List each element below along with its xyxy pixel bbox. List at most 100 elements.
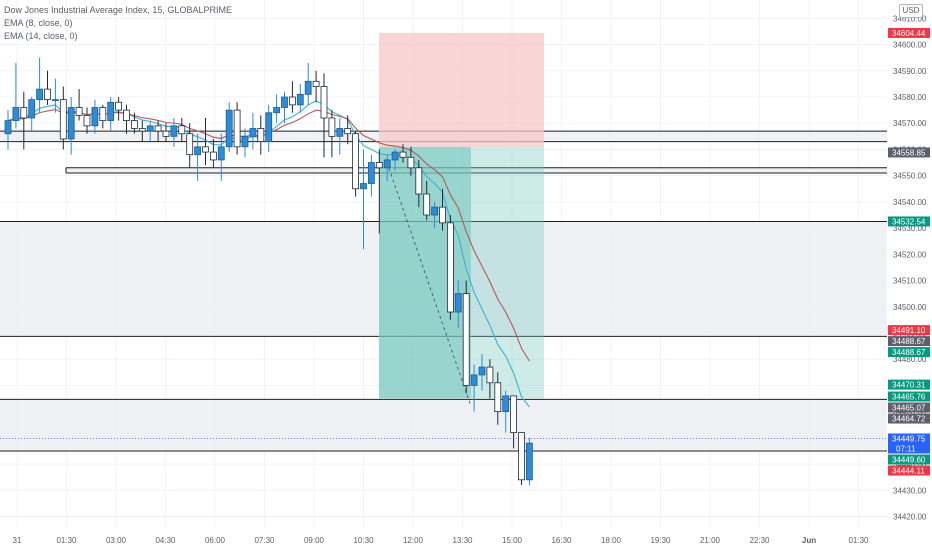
candle-body (217, 146, 225, 161)
zone-rect (66, 167, 887, 174)
currency-button[interactable]: USD (899, 4, 923, 18)
time-tick-label: 01:30 (56, 536, 77, 545)
stop-loss-zone (379, 32, 544, 147)
time-tick-label: 10:30 (353, 536, 374, 545)
candle-body (178, 125, 186, 135)
price-tick-label: 34600.00 (893, 41, 927, 50)
candle-body (123, 109, 130, 122)
candle-body (470, 374, 478, 386)
ema-8-legend[interactable]: EMA (8, close, 0) (4, 18, 73, 28)
candle-body (52, 99, 59, 102)
price-label-text: 34470.31 (892, 381, 926, 390)
price-label-bg (888, 379, 930, 390)
time-tick-label: 04:30 (155, 536, 176, 545)
price-tick-label: 34520.00 (893, 250, 927, 259)
candle-body (296, 93, 304, 106)
candle-body (36, 88, 43, 101)
candle-body (99, 107, 107, 122)
candle-body (146, 125, 154, 132)
price-label-text: 34604.44 (892, 29, 926, 38)
price-label-bg (888, 147, 930, 158)
price-tick-label: 34590.00 (893, 67, 927, 76)
zone-rect (0, 399, 887, 451)
time-tick-label: 09:00 (304, 536, 325, 545)
ema-14-legend[interactable]: EMA (14, close, 0) (4, 31, 78, 41)
candle-body (360, 183, 367, 190)
candle-body (518, 432, 525, 481)
price-label-text: 34465.76 (892, 393, 926, 402)
time-tick-label: 21:00 (700, 536, 721, 545)
candle-body (107, 101, 115, 122)
price-tick-label: 34570.00 (893, 119, 927, 128)
time-tick-label: 16:30 (551, 536, 572, 545)
price-label-text: 34488.67 (892, 348, 926, 357)
candle-body (367, 162, 375, 184)
time-tick-label: 13:30 (452, 536, 473, 545)
candle-body (462, 293, 470, 386)
price-label-bg (888, 402, 930, 413)
candle-body (115, 101, 122, 111)
candle-body (257, 128, 265, 142)
time-axis-bg (0, 527, 887, 550)
candle-body (265, 112, 273, 142)
candle-body (344, 128, 352, 135)
candle-body (83, 114, 91, 127)
price-label-bg (888, 391, 930, 402)
candle-body (423, 193, 431, 216)
time-tick-label: 06:00 (205, 536, 226, 545)
candle-body (494, 382, 502, 413)
candle-body (352, 133, 360, 190)
time-axis[interactable]: 31 01:30 03:00 04:30 06:00 07:30 09:00 10:30 12:… (0, 527, 887, 550)
position-path (386, 162, 472, 407)
candle-body (273, 107, 281, 114)
price-label-text: 34532.54 (892, 217, 926, 226)
price-label-text: 34464.72 (892, 415, 926, 424)
candle-body (59, 99, 67, 140)
time-tick-label: 15:00 (502, 536, 523, 545)
candle-body (281, 96, 288, 108)
symbol-title[interactable]: Dow Jones Industrial Average Index, 15, … (4, 5, 232, 15)
candle-body (312, 80, 320, 87)
candle-body (502, 395, 510, 413)
candle-body (320, 86, 328, 119)
time-tick-label: 01:30 (848, 536, 869, 545)
candle-body (415, 167, 423, 195)
take-profit-zone (471, 146, 544, 399)
candle-body (439, 206, 446, 224)
candle-body (170, 125, 178, 137)
price-tick-label: 34480.00 (893, 355, 927, 364)
candle-body (138, 128, 146, 132)
candle-body (209, 151, 217, 161)
candle-body (391, 151, 399, 161)
price-labels: 34604.44 34558.85 34532.54 34491.10 34488.67… (888, 27, 930, 476)
price-label-text: 34491.10 (892, 326, 926, 335)
candle-body (91, 107, 99, 127)
price-label-text: 34488.67 (892, 337, 926, 346)
candle-body (233, 109, 241, 148)
short-position-tool[interactable] (379, 32, 544, 407)
price-label-text: 34558.85 (892, 148, 926, 157)
candle-body (431, 206, 439, 216)
candlestick-series (4, 57, 533, 486)
time-tick-label: 18:00 (601, 536, 622, 545)
countdown-label: 07:11 (896, 445, 916, 454)
price-label-text: 34449.75 (892, 435, 926, 444)
price-tick-label: 34610.00 (893, 14, 927, 23)
candle-body (162, 130, 170, 137)
price-label-bg (888, 325, 930, 336)
candle-body (28, 99, 36, 119)
price-label-bg (888, 454, 930, 465)
price-tick-label: 34540.00 (893, 198, 927, 207)
price-label-bg (888, 216, 930, 227)
candle-body (241, 135, 249, 148)
candle-body (202, 146, 209, 153)
candle-body (375, 162, 383, 169)
price-label-bg (888, 27, 930, 38)
price-label-text: 34444.11 (892, 467, 925, 476)
chart-legend: Dow Jones Industrial Average Index, 15, … (4, 4, 232, 43)
candle-body (486, 366, 494, 384)
candle-body (446, 222, 454, 313)
candle-body (288, 96, 296, 106)
candle-body (383, 159, 391, 169)
